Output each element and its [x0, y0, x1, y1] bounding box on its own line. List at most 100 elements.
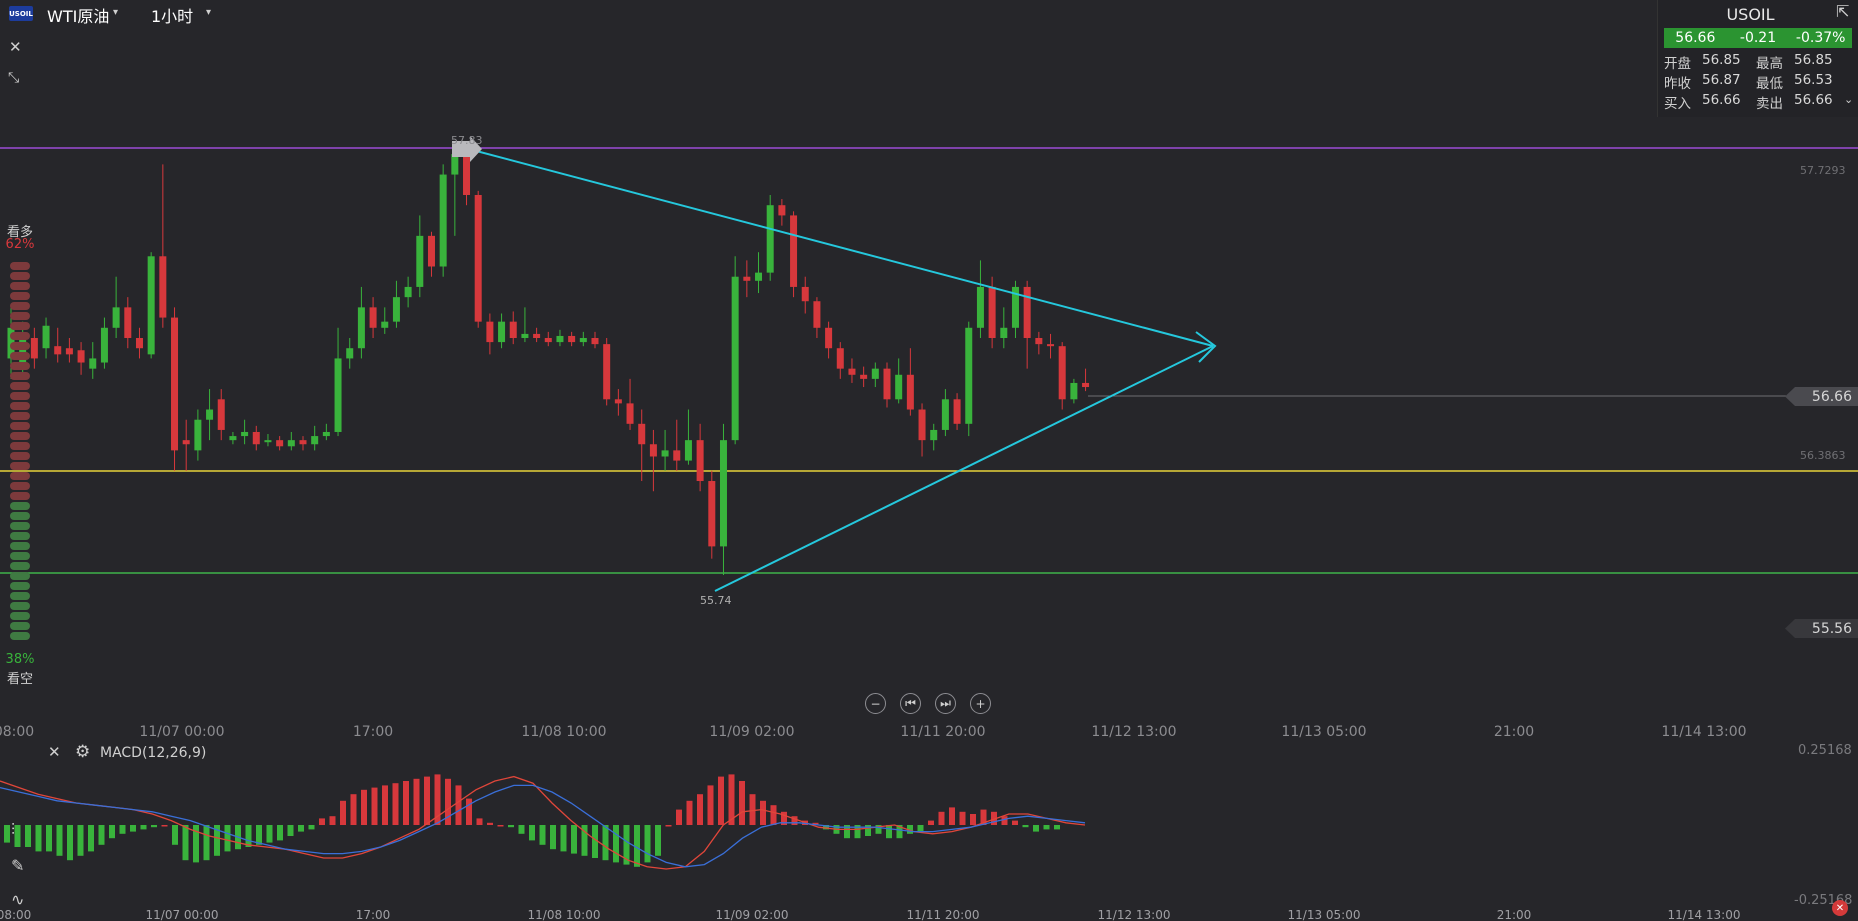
symbol-name[interactable]: WTI原油: [47, 7, 110, 26]
macd-histogram-bar: [1033, 825, 1039, 832]
macd-time-axis-label: 11/08 10:00: [528, 908, 601, 921]
time-axis-label: 11/08 10:00: [521, 724, 606, 740]
waveform-icon[interactable]: ∿: [11, 890, 25, 909]
quote-value: 56.87: [1702, 72, 1741, 88]
trend-lines: [452, 136, 1217, 592]
candle-body: [30, 338, 38, 359]
macd-pane: [0, 774, 1086, 870]
sentiment-segment: [10, 342, 30, 350]
macd-histogram-bar: [938, 811, 945, 825]
macd-histogram-bar: [581, 825, 588, 856]
candle-body: [474, 194, 482, 322]
macd-histogram-bar: [4, 825, 10, 843]
candle-body: [276, 440, 284, 447]
candle-body: [135, 338, 143, 349]
lower-trend-line: [714, 345, 1214, 592]
macd-histogram-bar: [907, 825, 913, 834]
gear-icon[interactable]: ⚙: [75, 742, 91, 762]
macd-histogram-bar: [613, 825, 619, 863]
current-price-tag: 56.66: [1785, 387, 1858, 406]
timeframe-selector[interactable]: 1小时: [151, 7, 194, 26]
sentiment-bar: [10, 262, 30, 640]
macd-histogram-bar: [602, 825, 609, 861]
candle-body: [311, 436, 319, 445]
macd-time-axis-label: 21:00: [1497, 908, 1532, 921]
candle-body: [918, 409, 926, 441]
close-icon[interactable]: ✕: [9, 38, 22, 56]
candle-body: [7, 327, 15, 359]
macd-time-axis-label: 17:00: [356, 908, 391, 921]
macd-histogram-bar: [298, 825, 304, 832]
exit-icon[interactable]: ⇱: [1836, 2, 1850, 21]
macd-histogram-bar: [434, 774, 441, 825]
sentiment-segment: [10, 502, 30, 510]
bull-percent: 62%: [5, 237, 35, 252]
candle-body: [953, 399, 961, 424]
candle-body: [54, 346, 62, 355]
sentiment-segment: [10, 492, 30, 500]
indicator-icon[interactable]: ⫶: [11, 820, 16, 839]
candle-body: [486, 321, 494, 343]
chevron-down-icon[interactable]: ▾: [113, 7, 119, 18]
candle-body: [89, 358, 97, 369]
sentiment-segment: [10, 512, 30, 520]
macd-histogram-bar: [623, 825, 630, 865]
quote-change: -0.21: [1739, 30, 1777, 46]
close-icon[interactable]: ✕: [48, 743, 61, 761]
macd-histogram-bar: [676, 809, 682, 825]
macd-histogram-bar: [382, 785, 388, 825]
macd-histogram-bar: [308, 825, 315, 830]
horizontal-lines: [0, 147, 1858, 574]
macd-histogram-bar: [781, 811, 787, 825]
macd-histogram-bar: [392, 783, 399, 825]
candle-body: [299, 440, 307, 445]
macd-histogram-bar: [88, 825, 94, 852]
arrow-head: [1195, 331, 1217, 363]
candle-body: [661, 450, 669, 457]
candle-body: [112, 307, 120, 328]
quote-symbol: USOIL: [1726, 5, 1775, 24]
drawing-tool-icon[interactable]: ✎: [11, 856, 25, 875]
macd-histogram-bar: [980, 809, 987, 825]
time-axis: 08:00 11/07 00:00 17:00 11/08 10:00 11/09 02…: [0, 724, 1747, 740]
time-axis-label: 11/12 13:00: [1091, 724, 1176, 740]
sentiment-segment: [10, 552, 30, 560]
candle-body: [357, 307, 365, 349]
close-icon[interactable]: ✕: [1832, 900, 1848, 916]
sentiment-segment: [10, 602, 30, 610]
candle-body: [509, 321, 517, 339]
candle-body: [147, 256, 155, 355]
time-axis-label: 08:00: [0, 724, 34, 740]
zoom-in-button[interactable]: +: [970, 693, 991, 714]
macd-histogram-bar: [655, 825, 661, 856]
candle-body: [521, 333, 529, 339]
price-tag: 55.56: [1785, 619, 1858, 638]
quote-label: 昨收: [1664, 76, 1691, 92]
chevron-down-icon[interactable]: ▾: [206, 7, 212, 18]
macd-histogram-bar: [413, 778, 420, 825]
quote-value: 56.85: [1702, 52, 1741, 68]
macd-top-value: 0.25168: [1798, 743, 1852, 758]
macd-histogram-bar: [172, 825, 178, 845]
scroll-start-button[interactable]: ⏮: [900, 693, 921, 714]
candle-body: [778, 205, 786, 216]
candle-body: [1070, 382, 1078, 400]
sentiment-segment: [10, 542, 30, 550]
macd-histogram-bar: [266, 825, 273, 843]
candle-body: [439, 174, 447, 267]
sentiment-segment: [10, 402, 30, 410]
zoom-out-button[interactable]: −: [865, 693, 886, 714]
macd-time-axis-label: 11/07 00:00: [146, 908, 219, 921]
candle-body: [568, 335, 576, 343]
chevron-down-icon[interactable]: ⌄: [1844, 93, 1854, 106]
macd-histogram-bar: [644, 825, 651, 863]
macd-histogram-bar: [550, 825, 556, 850]
collapse-icon[interactable]: ⤡: [8, 70, 20, 86]
macd-histogram-bar: [35, 825, 42, 852]
scroll-end-button[interactable]: ⏭: [935, 693, 956, 714]
candle-body: [65, 348, 73, 355]
time-axis-label: 11/07 00:00: [139, 724, 224, 740]
macd-time-axis-label: 11/12 13:00: [1098, 908, 1171, 921]
macd-histogram-bar: [1043, 825, 1050, 830]
